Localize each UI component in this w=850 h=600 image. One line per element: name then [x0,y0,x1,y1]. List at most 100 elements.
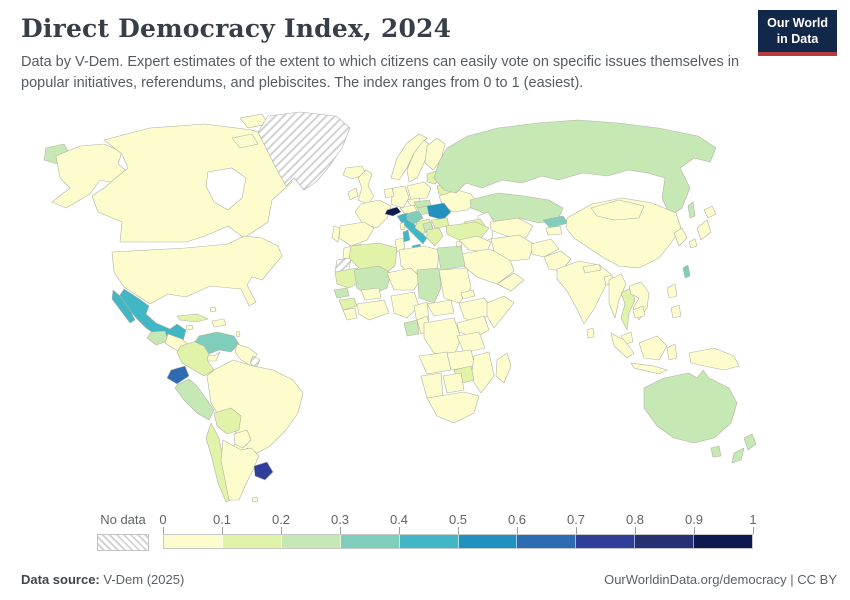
country-yemen-oman[interactable] [496,272,525,292]
country-jamaica[interactable] [185,324,194,331]
country-spain[interactable] [338,221,375,247]
country-korea[interactable] [673,227,688,247]
country-sri-lanka[interactable] [586,327,595,339]
country-sardinia[interactable] [402,229,411,243]
country-germany[interactable] [390,185,410,209]
country-brazil[interactable] [206,359,304,457]
country-nigeria[interactable] [390,291,420,319]
country-botswana[interactable] [442,372,465,394]
country-switzerland[interactable] [384,206,402,217]
legend-bin-swatch[interactable] [458,535,518,548]
country-croatia[interactable] [406,210,424,225]
country-tasmania[interactable] [710,445,722,458]
legend-bin-swatch[interactable] [340,535,400,548]
country-romania[interactable] [426,202,452,221]
country-chile[interactable] [205,422,232,503]
country-niger[interactable] [386,267,422,291]
country-guatemala[interactable] [146,330,169,346]
country-corsica[interactable] [399,221,406,231]
country-austria[interactable] [399,204,418,215]
country-india[interactable] [556,260,612,325]
country-paraguay[interactable] [233,429,252,449]
country-uzbekistan-turkmenistan[interactable] [489,217,534,239]
country-hispaniola[interactable] [211,318,227,328]
country-angola[interactable] [418,351,452,375]
country-norway[interactable] [390,133,428,181]
legend-bin-swatch[interactable] [694,535,753,548]
country-central-african-republic[interactable] [426,299,455,317]
country-myanmar[interactable] [608,273,627,319]
country-tanzania[interactable] [456,331,486,354]
country-iran[interactable] [490,234,535,262]
country-ethiopia[interactable] [458,297,495,324]
country-japan-kyushu[interactable] [688,238,698,249]
country-uruguay[interactable] [253,461,274,481]
country-australia[interactable] [643,369,738,444]
owid-logo[interactable]: Our World in Data [758,10,837,56]
legend-bin-swatch[interactable] [164,535,223,548]
country-china[interactable] [565,197,682,269]
legend-bar[interactable] [163,534,753,549]
country-argentina[interactable] [220,439,260,501]
country-afghanistan[interactable] [530,238,560,258]
legend-bin-swatch[interactable] [281,535,341,548]
no-data-swatch[interactable] [97,534,149,551]
country-peru[interactable] [174,378,215,421]
country-sulawesi[interactable] [666,343,678,361]
country-new-zealand-south[interactable] [731,447,745,464]
country-philippines-luzon[interactable] [666,283,678,299]
country-pakistan[interactable] [543,250,572,272]
country-new-zealand-north[interactable] [743,433,757,451]
country-tajikistan[interactable] [545,225,563,236]
country-japan-honshu[interactable] [696,219,712,241]
country-antilles[interactable] [235,330,241,338]
country-mali[interactable] [353,265,392,297]
country-java[interactable] [630,362,668,375]
legend-bin-swatch[interactable] [222,535,282,548]
country-ireland[interactable] [347,187,359,201]
country-syria-iraq[interactable] [458,235,492,253]
country-egypt[interactable] [436,245,466,271]
country-nepal[interactable] [582,263,602,274]
country-greenland[interactable] [257,111,351,191]
country-russia[interactable] [433,119,717,217]
country-mongolia[interactable] [590,199,645,221]
country-baja[interactable] [111,289,136,324]
country-ivory-coast-ghana[interactable] [356,299,390,321]
country-greece[interactable] [426,227,444,247]
country-ecuador[interactable] [166,365,190,385]
country-guinea[interactable] [338,297,358,311]
country-madagascar[interactable] [495,352,512,384]
country-france[interactable] [354,199,392,229]
country-cuba[interactable] [176,313,209,323]
country-drc[interactable] [423,317,462,357]
country-poland[interactable] [406,181,432,201]
country-new-guinea[interactable] [688,347,740,371]
country-falklands[interactable] [251,496,259,503]
country-sakhalin[interactable] [687,201,696,219]
legend-bin-swatch[interactable] [517,535,577,548]
country-cambodia[interactable] [632,305,646,319]
country-gabon[interactable] [403,319,420,337]
country-benelux[interactable] [383,187,395,199]
country-eritrea[interactable] [460,289,476,300]
world-map-svg[interactable] [0,110,850,510]
country-south-africa[interactable] [426,391,480,424]
country-mexico[interactable] [117,288,187,344]
legend-bin-swatch[interactable] [576,535,636,548]
country-bolivia[interactable] [213,407,242,435]
country-somalia[interactable] [486,295,515,329]
country-philippines-mindanao[interactable] [670,304,682,319]
country-uganda-kenya[interactable] [456,315,490,339]
country-mozambique[interactable] [470,351,495,394]
country-alaska[interactable] [51,143,129,209]
country-sumatra[interactable] [610,332,635,359]
legend-bin-swatch[interactable] [635,535,695,548]
country-tunisia[interactable] [394,237,406,253]
country-bahamas[interactable] [209,306,217,313]
legend-bin-swatch[interactable] [399,535,459,548]
country-uk[interactable] [357,169,375,205]
country-sierra-leone-liberia[interactable] [342,307,358,321]
country-namibia[interactable] [420,372,444,399]
owid-link[interactable]: OurWorldinData.org/democracy [604,572,787,587]
